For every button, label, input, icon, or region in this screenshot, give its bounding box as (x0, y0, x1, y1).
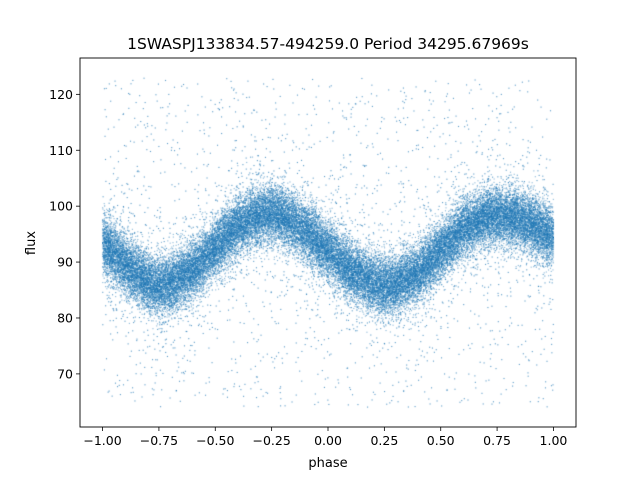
sample-points (102, 213, 554, 287)
x-tick-label: −0.25 (252, 433, 290, 448)
scatter-point (552, 236, 554, 239)
y-tick-label: 90 (57, 255, 73, 270)
x-tick-label: 0.75 (483, 433, 511, 448)
y-axis: 70 80 90 100 110 120 (49, 87, 80, 381)
y-tick-label: 120 (49, 87, 73, 102)
y-tick-label: 110 (49, 143, 73, 158)
y-axis-label: flux (24, 231, 39, 255)
scatter-point (214, 246, 216, 249)
y-tick-label: 80 (57, 310, 73, 325)
scatter-point (102, 242, 104, 244)
scatter-point (440, 250, 442, 253)
scatter-point (327, 249, 329, 252)
x-tick-label: 1.00 (540, 433, 568, 448)
x-axis: −1.00 −0.75 −0.50 −0.25 0.00 0.25 0.50 0.75 1.00 (83, 427, 567, 448)
x-tick-label: −0.75 (140, 433, 178, 448)
x-tick-label: 0.50 (427, 433, 455, 448)
y-tick-label: 70 (57, 366, 73, 381)
x-tick-label: 0.25 (370, 433, 398, 448)
x-axis-label: phase (308, 456, 347, 471)
x-tick-label: −0.50 (196, 433, 234, 448)
x-tick-label: 0.00 (314, 433, 342, 448)
scatter-point (158, 284, 161, 286)
scatter-point (496, 214, 499, 216)
x-tick-label: −1.00 (83, 433, 121, 448)
scatter-point (383, 285, 386, 287)
chart-title: 1SWASPJ133834.57-494259.0 Period 34295.6… (127, 35, 529, 53)
y-tick-label: 100 (49, 199, 73, 214)
scatter-point (271, 213, 273, 216)
